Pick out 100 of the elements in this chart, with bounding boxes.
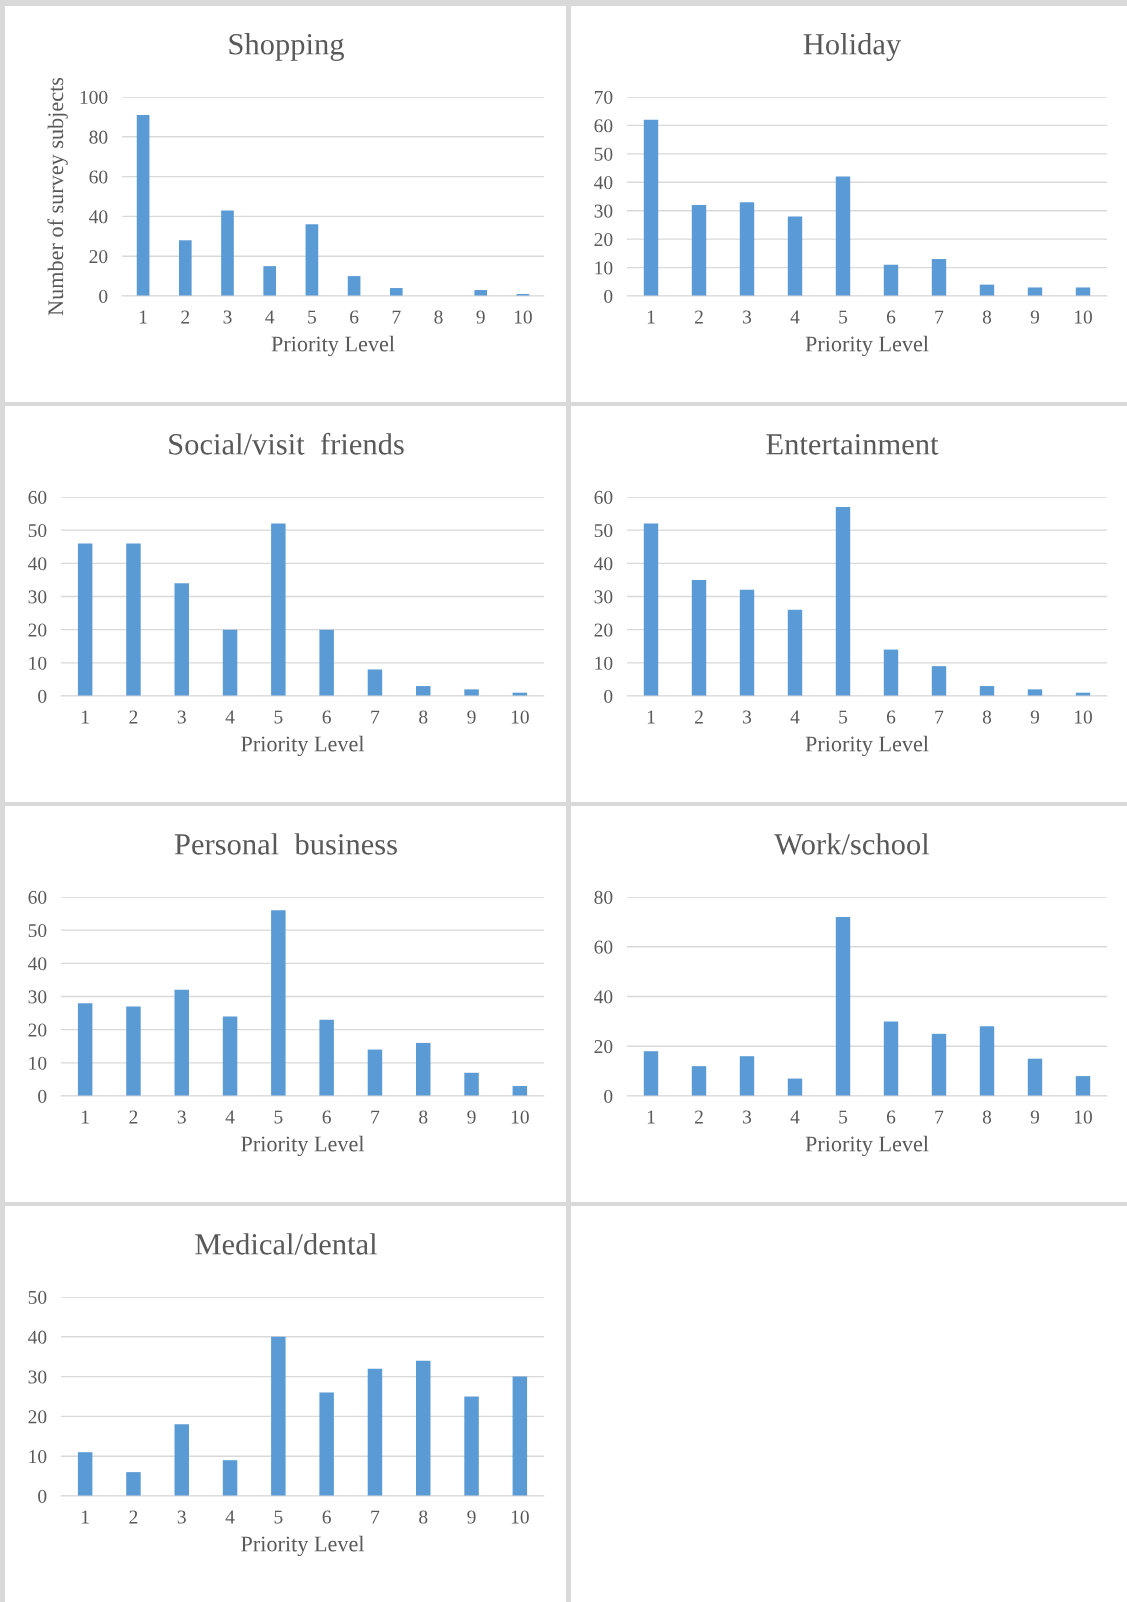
y-tick-label: 20 — [594, 1040, 613, 1054]
x-tick-label: 2 — [694, 710, 703, 724]
y-axis-title: Number of survey subjects — [47, 77, 68, 316]
x-tick-label: 6 — [886, 310, 896, 324]
x-tick-label: 10 — [514, 310, 532, 324]
y-tick-label: 50 — [594, 523, 613, 538]
x-tick-label: 10 — [1074, 710, 1092, 724]
y-tick-label: 30 — [594, 590, 613, 604]
x-tick-label: 5 — [839, 1110, 848, 1124]
x-tick-label: 8 — [982, 710, 992, 724]
y-tick-label: 10 — [29, 1450, 47, 1464]
y-tick-label: 30 — [594, 204, 613, 218]
x-tick-label: 2 — [694, 310, 703, 324]
x-tick-label: 9 — [467, 710, 476, 724]
y-tick-label: 20 — [594, 232, 613, 247]
x-tick-label: 6 — [322, 1510, 331, 1524]
x-tick-label: 6 — [322, 710, 331, 724]
x-tick-label: 5 — [274, 710, 283, 724]
y-tick-label: 10 — [29, 656, 47, 670]
x-tick-label: 9 — [1030, 1110, 1040, 1124]
y-tick-label: 20 — [28, 623, 47, 637]
x-axis-title: Priority Level — [241, 735, 365, 757]
x-tick-label: 10 — [511, 1110, 529, 1124]
y-tick-label: 40 — [28, 557, 47, 571]
chart-title: Shopping — [229, 33, 344, 61]
y-tick-label: 70 — [594, 90, 613, 104]
y-tick-label: 20 — [89, 250, 108, 264]
chart-title: Holiday — [803, 33, 902, 61]
y-tick-label: 10 — [595, 261, 613, 275]
x-axis-title: Priority Level — [805, 335, 929, 357]
x-tick-label: 1 — [82, 710, 89, 724]
chart-title: Social/visit friends — [169, 432, 404, 455]
x-tick-label: 8 — [419, 1110, 428, 1124]
y-tick-label: 0 — [604, 689, 613, 703]
x-tick-label: 9 — [1030, 310, 1040, 324]
x-tick-label: 2 — [129, 710, 138, 724]
x-tick-label: 3 — [743, 310, 752, 324]
x-tick-label: 4 — [790, 310, 800, 324]
x-tick-label: 9 — [476, 310, 485, 324]
x-tick-label: 8 — [982, 1110, 992, 1124]
x-tick-label: 9 — [467, 1110, 476, 1124]
x-axis-title: Priority Level — [805, 1135, 929, 1157]
y-tick-label: 0 — [38, 689, 47, 703]
x-tick-label: 1 — [82, 1110, 89, 1124]
x-tick-label: 7 — [935, 710, 944, 724]
y-tick-label: 0 — [38, 1089, 47, 1103]
x-tick-label: 3 — [223, 310, 232, 324]
x-tick-label: 10 — [511, 710, 529, 724]
x-tick-label: 5 — [308, 310, 316, 324]
x-tick-label: 3 — [743, 1110, 752, 1124]
x-tick-label: 4 — [225, 1510, 235, 1524]
x-tick-label: 4 — [790, 1110, 800, 1124]
y-tick-label: 50 — [28, 523, 47, 538]
y-tick-label: 30 — [28, 1370, 47, 1384]
x-tick-label: 2 — [129, 1510, 138, 1524]
x-tick-label: 1 — [647, 310, 655, 324]
x-tick-label: 1 — [647, 710, 655, 724]
y-tick-label: 0 — [99, 289, 108, 303]
y-tick-label: 60 — [89, 170, 108, 184]
x-tick-label: 10 — [1074, 1110, 1092, 1124]
x-tick-label: 7 — [392, 310, 401, 324]
chart-title: Work/school — [774, 833, 930, 855]
x-tick-label: 3 — [177, 1110, 186, 1124]
x-tick-label: 7 — [935, 1110, 944, 1124]
y-tick-label: 30 — [28, 590, 47, 604]
y-tick-label: 20 — [28, 1410, 47, 1424]
x-tick-label: 3 — [743, 710, 752, 724]
x-tick-label: 6 — [886, 710, 896, 724]
x-axis-title: Priority Level — [241, 1135, 365, 1157]
x-tick-label: 6 — [350, 310, 359, 324]
y-tick-label: 60 — [594, 119, 613, 133]
y-tick-label: 80 — [89, 130, 108, 144]
y-tick-label: 50 — [28, 1290, 47, 1304]
y-tick-label: 60 — [594, 940, 613, 954]
x-tick-label: 7 — [935, 310, 944, 324]
chart-title: Entertainment — [766, 434, 939, 455]
x-axis-title: Priority Level — [271, 335, 395, 357]
x-tick-label: 8 — [419, 1510, 428, 1524]
y-tick-label: 40 — [28, 1330, 47, 1344]
x-tick-label: 3 — [177, 1510, 186, 1524]
y-tick-label: 60 — [594, 490, 613, 504]
y-tick-label: 0 — [38, 1489, 47, 1503]
x-tick-label: 6 — [886, 1110, 896, 1124]
x-tick-label: 8 — [434, 310, 443, 324]
x-tick-label: 7 — [371, 710, 380, 724]
y-tick-label: 40 — [28, 957, 47, 971]
y-tick-label: 40 — [89, 210, 108, 224]
y-tick-label: 0 — [604, 1089, 613, 1103]
x-tick-label: 2 — [129, 1110, 138, 1124]
x-tick-label: 8 — [419, 710, 428, 724]
x-tick-label: 7 — [371, 1510, 380, 1524]
x-tick-label: 4 — [265, 310, 275, 324]
x-tick-label: 2 — [694, 1110, 703, 1124]
x-tick-label: 5 — [839, 310, 848, 324]
x-axis-title: Priority Level — [241, 1535, 365, 1557]
y-tick-label: 80 — [594, 890, 613, 904]
x-tick-label: 10 — [511, 1510, 529, 1524]
chart-title: Personal business — [174, 833, 397, 855]
y-tick-label: 30 — [28, 990, 47, 1004]
x-tick-label: 1 — [139, 310, 147, 324]
